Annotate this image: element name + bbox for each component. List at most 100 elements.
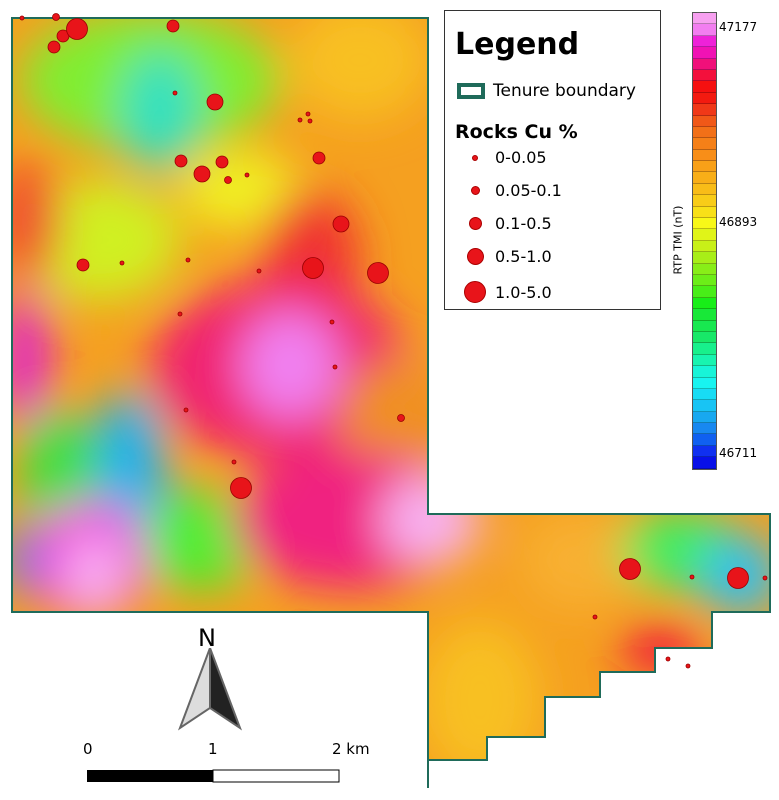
- colorbar-step: [693, 183, 716, 196]
- colorbar: [692, 12, 717, 470]
- colorbar-step: [693, 195, 716, 207]
- colorbar-step: [693, 388, 716, 401]
- rock-sample-point: [193, 165, 211, 183]
- legend-class: 0.1-0.5: [455, 214, 552, 233]
- rock-sample-point: [619, 558, 641, 580]
- colorbar-max: 47177: [719, 20, 758, 34]
- colorbar-step: [693, 445, 716, 458]
- colorbar-step: [693, 138, 716, 150]
- rock-sample-point: [332, 215, 350, 233]
- rock-sample-point: [206, 93, 224, 111]
- colorbar-step: [693, 104, 716, 116]
- tenure-boundary: [11, 17, 771, 788]
- rock-sample-point: [297, 117, 303, 123]
- colorbar-step: [693, 47, 716, 59]
- colorbar-step: [693, 252, 716, 264]
- legend-class: 0.05-0.1: [455, 181, 562, 200]
- colorbar-step: [693, 229, 716, 241]
- colorbar-step: [693, 411, 716, 424]
- colorbar-step: [693, 434, 716, 446]
- rock-sample-point: [302, 257, 324, 279]
- rock-sample-point: [256, 268, 262, 274]
- rock-sample-point: [244, 172, 250, 178]
- rock-sample-point: [19, 15, 25, 21]
- rock-sample-point: [312, 151, 326, 165]
- rock-sample-point: [689, 574, 695, 580]
- colorbar-step: [693, 13, 716, 25]
- colorbar-min: 46711: [719, 446, 758, 460]
- colorbar-title: RTP TMI (nT): [671, 205, 685, 275]
- legend: Legend Tenure boundary Rocks Cu % 0-0.05…: [444, 10, 661, 310]
- colorbar-step: [693, 149, 716, 162]
- legend-class: 1.0-5.0: [455, 281, 552, 303]
- rock-sample-point: [119, 260, 125, 266]
- colorbar-step: [693, 218, 716, 230]
- colorbar-step: [693, 81, 716, 93]
- rock-sample-point: [177, 311, 183, 317]
- legend-tenure: Tenure boundary: [457, 81, 636, 101]
- rock-sample-point: [592, 614, 598, 620]
- north-arrow-icon: [177, 648, 243, 731]
- tenure-swatch: [457, 83, 485, 99]
- rock-sample-point: [727, 567, 749, 589]
- colorbar-step: [693, 457, 716, 469]
- colorbar-step: [693, 274, 716, 287]
- colorbar-step: [693, 240, 716, 253]
- legend-class: 0-0.05: [455, 148, 547, 167]
- rock-sample-point: [665, 656, 671, 662]
- rock-sample-point: [305, 111, 311, 117]
- tenure-label: Tenure boundary: [493, 81, 636, 101]
- colorbar-step: [693, 320, 716, 332]
- rocks-title: Rocks Cu %: [455, 121, 578, 143]
- colorbar-step: [693, 263, 716, 275]
- colorbar-step: [693, 309, 716, 321]
- rock-sample-point: [397, 414, 405, 422]
- colorbar-step: [693, 69, 716, 82]
- rock-sample-point: [174, 154, 188, 168]
- north-label: N: [198, 624, 216, 652]
- rock-sample-point: [172, 90, 178, 96]
- colorbar-step: [693, 172, 716, 184]
- colorbar-step: [693, 366, 716, 378]
- scale-tick-1: 1: [208, 740, 218, 758]
- scale-tick-0: 0: [83, 740, 93, 758]
- rock-sample-point: [224, 176, 232, 184]
- rock-sample-point: [76, 258, 90, 272]
- colorbar-step: [693, 115, 716, 127]
- colorbar-step: [693, 297, 716, 310]
- rock-sample-point: [367, 262, 389, 284]
- rock-sample-point: [183, 407, 189, 413]
- rock-sample-point: [230, 477, 252, 499]
- legend-title: Legend: [455, 27, 580, 62]
- colorbar-step: [693, 92, 716, 105]
- rock-sample-point: [329, 319, 335, 325]
- scale-bar: [87, 769, 340, 783]
- colorbar-step: [693, 58, 716, 70]
- colorbar-step: [693, 206, 716, 219]
- rock-sample-point: [215, 155, 229, 169]
- colorbar-step: [693, 126, 716, 139]
- colorbar-step: [693, 423, 716, 435]
- rock-sample-point: [185, 257, 191, 263]
- legend-class: 0.5-1.0: [455, 247, 552, 266]
- colorbar-step: [693, 354, 716, 367]
- rock-sample-point: [52, 13, 60, 21]
- scale-segment-black: [87, 770, 213, 782]
- rock-sample-point: [685, 663, 691, 669]
- rock-sample-point: [47, 40, 61, 54]
- colorbar-step: [693, 286, 716, 298]
- rock-sample-point: [762, 575, 768, 581]
- rock-samples: [19, 13, 768, 669]
- scale-segment-white: [212, 769, 340, 783]
- colorbar-step: [693, 377, 716, 389]
- colorbar-step: [693, 24, 716, 36]
- rock-sample-point: [166, 19, 180, 33]
- rock-sample-point: [66, 18, 88, 40]
- scale-tick-2: 2 km: [332, 740, 370, 758]
- colorbar-mid: 46893: [719, 215, 758, 229]
- colorbar-step: [693, 161, 716, 173]
- rock-sample-point: [307, 118, 313, 124]
